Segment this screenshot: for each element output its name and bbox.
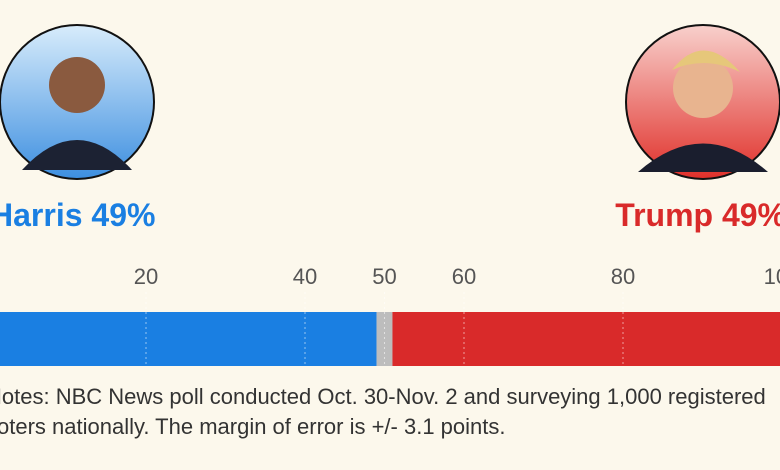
- note: Notes: NBC News poll conducted Oct. 30-N…: [0, 384, 766, 439]
- photo-body: [638, 143, 768, 172]
- x-tick-label: 50: [372, 264, 396, 289]
- bar-segment: [392, 312, 780, 366]
- value-label: 49%: [91, 197, 155, 233]
- photo-hair: [672, 50, 740, 72]
- bar-segment: [0, 312, 377, 366]
- x-tick-label: 40: [293, 264, 317, 289]
- x-tick-label: 100: [764, 264, 780, 289]
- x-tick-label: 60: [452, 264, 476, 289]
- value-label: 49%: [722, 197, 780, 233]
- candidate-label: Harris 49%: [0, 197, 155, 233]
- x-tick-label: 20: [134, 264, 158, 289]
- candidate-name: Harris: [0, 197, 83, 233]
- photo-body: [22, 140, 132, 170]
- x-tick-label: 80: [611, 264, 635, 289]
- candidate-label: Trump 49%: [615, 197, 780, 233]
- photo-face: [673, 58, 733, 118]
- candidate-name: Trump: [615, 197, 713, 233]
- photo-face: [49, 57, 105, 113]
